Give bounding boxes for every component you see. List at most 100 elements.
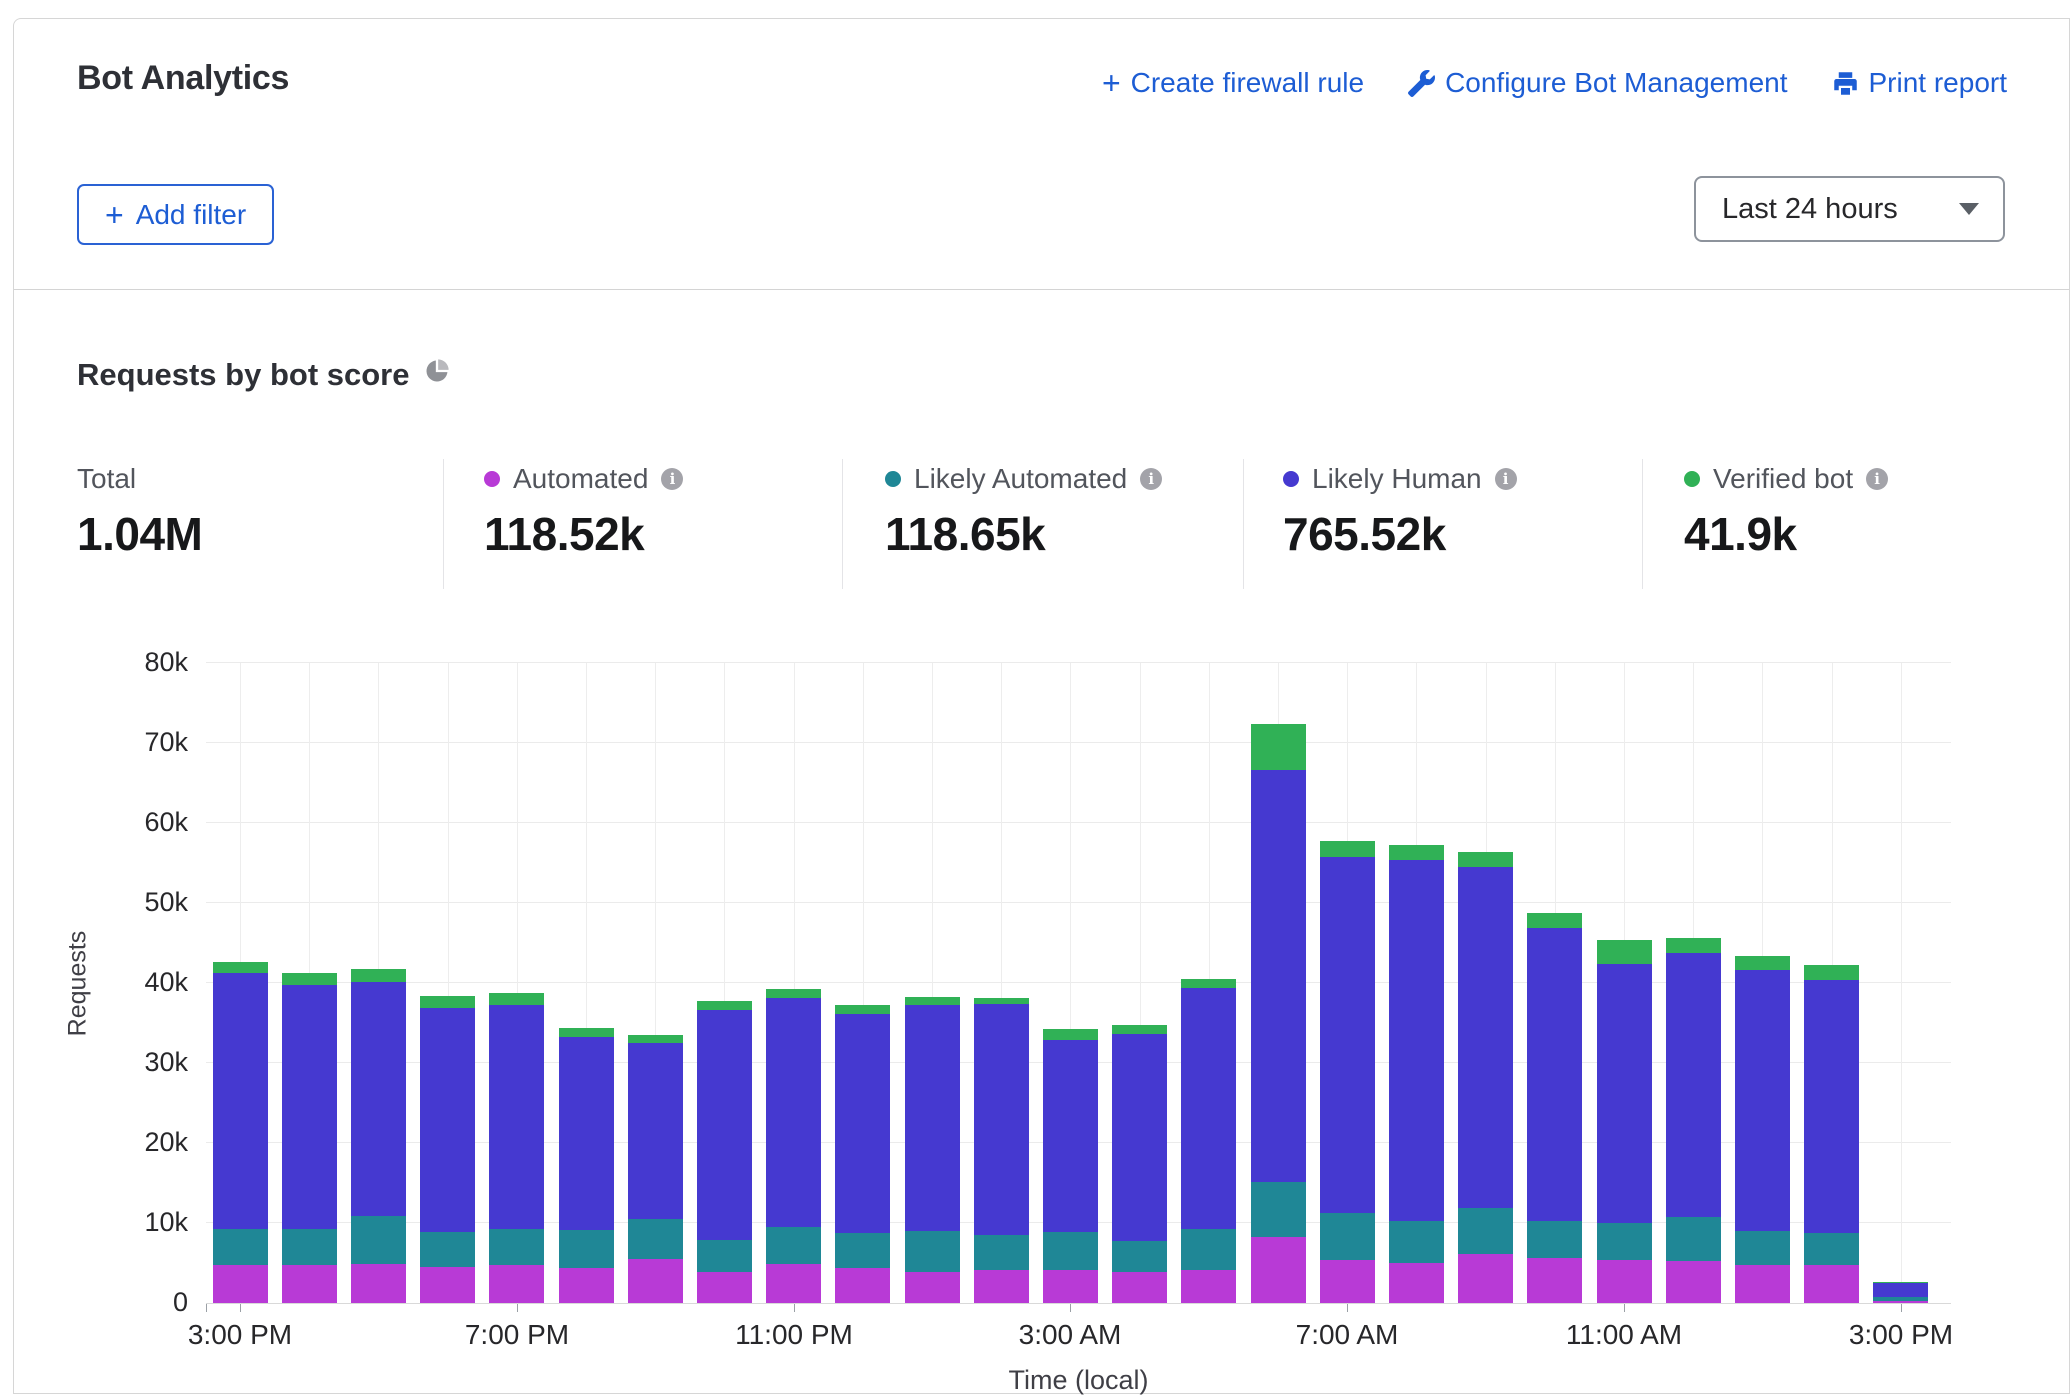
bar-segment-verified-bot[interactable]: [489, 993, 544, 1006]
stat-verified-bot[interactable]: Verified bot i 41.9k: [1684, 463, 1888, 561]
bar-segment-verified-bot[interactable]: [1112, 1025, 1167, 1035]
bar-segment-likely-automated[interactable]: [420, 1232, 475, 1267]
bar-segment-automated[interactable]: [1804, 1265, 1859, 1303]
bar-segment-likely-human[interactable]: [628, 1043, 683, 1219]
bar-segment-automated[interactable]: [1251, 1237, 1306, 1303]
bar-segment-automated[interactable]: [766, 1264, 821, 1303]
bar-segment-likely-human[interactable]: [282, 985, 337, 1229]
bar-segment-verified-bot[interactable]: [1527, 913, 1582, 928]
bar-segment-automated[interactable]: [1112, 1272, 1167, 1303]
bar-segment-likely-automated[interactable]: [1112, 1241, 1167, 1271]
bar[interactable]: [559, 1028, 614, 1303]
bar-segment-verified-bot[interactable]: [1251, 724, 1306, 770]
bar-segment-automated[interactable]: [1043, 1270, 1098, 1303]
bar-segment-automated[interactable]: [1666, 1261, 1721, 1303]
bar-segment-likely-automated[interactable]: [1804, 1233, 1859, 1266]
bar-segment-automated[interactable]: [420, 1267, 475, 1303]
bar[interactable]: [351, 969, 406, 1303]
bar-segment-likely-automated[interactable]: [1735, 1231, 1790, 1265]
bar-segment-likely-automated[interactable]: [974, 1235, 1029, 1270]
bar[interactable]: [1389, 845, 1444, 1303]
bar-segment-likely-automated[interactable]: [1043, 1232, 1098, 1270]
bar-segment-likely-automated[interactable]: [1527, 1221, 1582, 1259]
bar[interactable]: [1666, 938, 1721, 1303]
bar-segment-verified-bot[interactable]: [1043, 1029, 1098, 1039]
bar-segment-verified-bot[interactable]: [1735, 956, 1790, 970]
bar-segment-likely-human[interactable]: [213, 973, 268, 1230]
bar-segment-verified-bot[interactable]: [1181, 979, 1236, 988]
bar-segment-likely-automated[interactable]: [1458, 1208, 1513, 1254]
bar-segment-verified-bot[interactable]: [420, 996, 475, 1008]
bar-segment-likely-automated[interactable]: [1181, 1229, 1236, 1271]
bar[interactable]: [1320, 841, 1375, 1303]
bar-segment-likely-human[interactable]: [1666, 953, 1721, 1216]
bar[interactable]: [766, 989, 821, 1303]
bar-segment-verified-bot[interactable]: [351, 969, 406, 983]
bar-segment-automated[interactable]: [905, 1272, 960, 1303]
bar-segment-automated[interactable]: [1181, 1270, 1236, 1303]
bar[interactable]: [1873, 1282, 1928, 1303]
bar-segment-likely-human[interactable]: [1873, 1283, 1928, 1297]
print-report-link[interactable]: Print report: [1832, 67, 2008, 99]
bar-segment-likely-automated[interactable]: [1666, 1217, 1721, 1261]
bar-segment-verified-bot[interactable]: [766, 989, 821, 998]
bar-segment-likely-human[interactable]: [1804, 980, 1859, 1233]
bar-segment-likely-human[interactable]: [489, 1005, 544, 1228]
bar[interactable]: [1251, 724, 1306, 1303]
bar-segment-likely-human[interactable]: [1181, 988, 1236, 1229]
bar[interactable]: [1181, 979, 1236, 1303]
bar-segment-verified-bot[interactable]: [835, 1005, 890, 1014]
bar-segment-likely-human[interactable]: [697, 1010, 752, 1240]
bar-segment-verified-bot[interactable]: [559, 1028, 614, 1037]
bar-segment-likely-automated[interactable]: [489, 1229, 544, 1266]
bar[interactable]: [628, 1035, 683, 1303]
bar[interactable]: [1043, 1029, 1098, 1303]
bar-segment-automated[interactable]: [1389, 1263, 1444, 1303]
bar-segment-automated[interactable]: [213, 1265, 268, 1303]
info-icon[interactable]: i: [1866, 468, 1888, 490]
bar-segment-likely-human[interactable]: [559, 1037, 614, 1231]
bar-segment-automated[interactable]: [489, 1265, 544, 1303]
bar-segment-likely-automated[interactable]: [282, 1229, 337, 1266]
bar-segment-likely-human[interactable]: [351, 982, 406, 1216]
add-filter-button[interactable]: + Add filter: [77, 184, 274, 245]
bar[interactable]: [835, 1005, 890, 1303]
stat-automated[interactable]: Automated i 118.52k: [484, 463, 683, 561]
bar-segment-automated[interactable]: [697, 1272, 752, 1303]
bar-segment-likely-human[interactable]: [1458, 867, 1513, 1208]
bar-segment-automated[interactable]: [628, 1259, 683, 1303]
bar-segment-verified-bot[interactable]: [1458, 852, 1513, 867]
bar[interactable]: [420, 996, 475, 1303]
bar[interactable]: [1804, 965, 1859, 1303]
bar-segment-likely-human[interactable]: [835, 1014, 890, 1232]
bar-segment-automated[interactable]: [1320, 1260, 1375, 1303]
bar[interactable]: [213, 962, 268, 1303]
create-firewall-rule-link[interactable]: + Create firewall rule: [1102, 67, 1364, 99]
bar-segment-automated[interactable]: [559, 1268, 614, 1303]
info-icon[interactable]: i: [661, 468, 683, 490]
stat-likely-human[interactable]: Likely Human i 765.52k: [1283, 463, 1517, 561]
bar-segment-likely-human[interactable]: [766, 998, 821, 1227]
bar[interactable]: [1527, 913, 1582, 1303]
bar[interactable]: [905, 997, 960, 1303]
bar-segment-verified-bot[interactable]: [697, 1001, 752, 1011]
bar-segment-likely-human[interactable]: [1112, 1034, 1167, 1241]
bar-segment-automated[interactable]: [1527, 1258, 1582, 1303]
bar-segment-likely-automated[interactable]: [628, 1219, 683, 1259]
time-range-select[interactable]: Last 24 hours: [1694, 176, 2005, 242]
bar-segment-likely-human[interactable]: [905, 1005, 960, 1231]
bar-segment-likely-human[interactable]: [1320, 857, 1375, 1214]
bar[interactable]: [489, 993, 544, 1303]
bar-segment-verified-bot[interactable]: [1666, 938, 1721, 953]
bar[interactable]: [974, 998, 1029, 1303]
bar-segment-verified-bot[interactable]: [1804, 965, 1859, 980]
bar[interactable]: [1597, 940, 1652, 1303]
bar-segment-verified-bot[interactable]: [213, 962, 268, 972]
bar-segment-likely-human[interactable]: [974, 1004, 1029, 1235]
bar-segment-automated[interactable]: [351, 1264, 406, 1303]
bar-segment-likely-automated[interactable]: [835, 1233, 890, 1268]
bar-segment-automated[interactable]: [282, 1265, 337, 1303]
bar-segment-automated[interactable]: [1735, 1265, 1790, 1303]
bar-segment-verified-bot[interactable]: [282, 973, 337, 984]
bar-segment-likely-automated[interactable]: [766, 1227, 821, 1264]
